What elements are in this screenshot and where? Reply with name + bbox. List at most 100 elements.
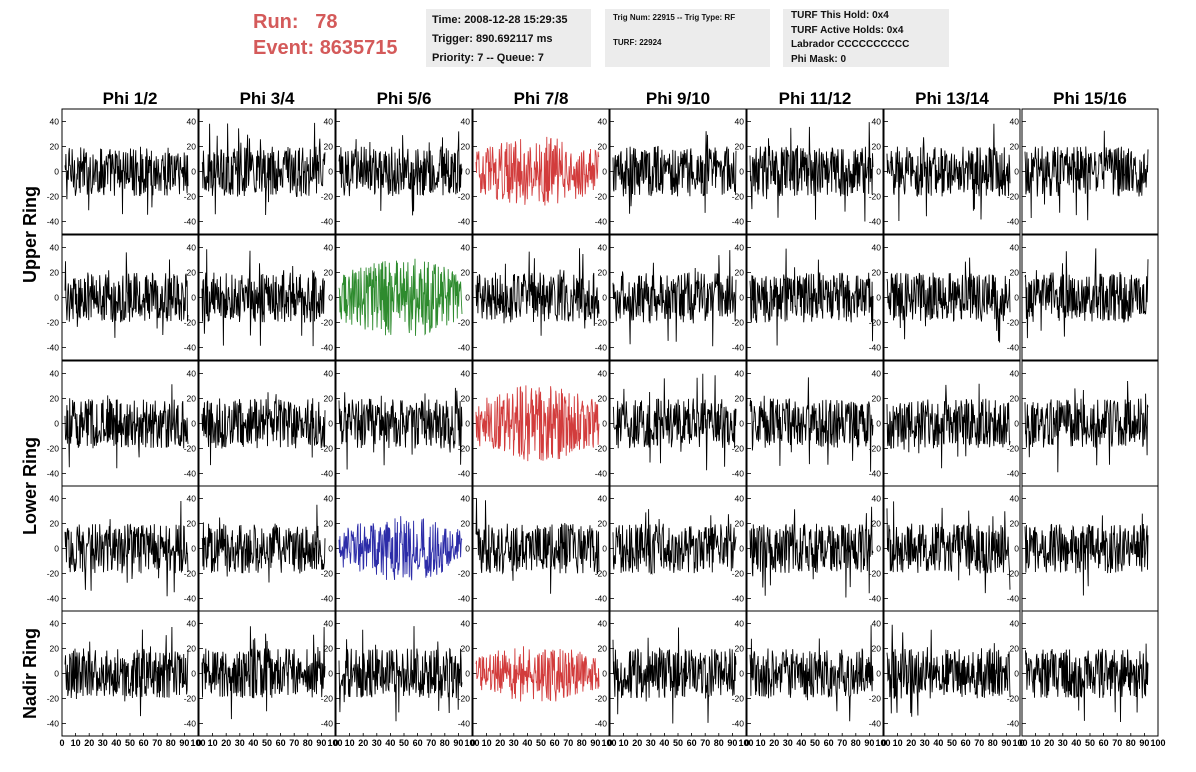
y-tick-label: 20 [735,519,745,529]
column-header: Phi 13/14 [915,89,989,108]
waveform-trace [886,123,1011,222]
y-tick-label: -40 [595,594,608,604]
y-tick-label: 40 [50,494,60,504]
y-tick-label: 40 [872,619,882,629]
y-tick-label: -20 [458,444,471,454]
x-tick-label: 30 [920,738,930,748]
x-tick-label: 50 [536,738,546,748]
y-tick-label: 0 [465,419,470,429]
ring-label: Upper Ring [20,186,40,283]
x-tick-label: 100 [1012,738,1027,748]
x-tick-label: 90 [179,738,189,748]
y-tick-label: 0 [1014,293,1019,303]
x-tick-label: 50 [399,738,409,748]
x-tick-label: 30 [1058,738,1068,748]
y-tick-label: -20 [869,192,882,202]
y-tick-label: 0 [465,167,470,177]
x-tick-label: 70 [837,738,847,748]
x-tick-label: 80 [577,738,587,748]
y-tick-label: 40 [324,243,334,253]
y-tick-label: -40 [869,469,882,479]
y-tick-label: -20 [732,444,745,454]
run-event-header: Run: 78 Event: 8635715 [253,9,398,61]
x-tick-label: 10 [71,738,81,748]
y-tick-label: 0 [191,167,196,177]
y-tick-label: 40 [598,243,608,253]
y-tick-label: -20 [595,444,608,454]
x-tick-label: 70 [289,738,299,748]
x-tick-label: 60 [550,738,560,748]
turf-active-holds-text: TURF Active Holds: 0x4 [791,24,904,36]
waveform-trace [749,625,874,722]
y-tick-label: 20 [187,394,197,404]
x-tick-label: 50 [125,738,135,748]
priority-text: Priority: 7 -- Queue: 7 [432,52,544,64]
y-tick-label: 40 [50,369,60,379]
time-info-box: Time: 2008-12-28 15:29:35 Trigger: 890.6… [426,9,591,67]
y-tick-label: 0 [191,544,196,554]
y-tick-label: 0 [602,167,607,177]
y-tick-label: -40 [732,594,745,604]
y-tick-label: 20 [461,142,471,152]
y-tick-label: 40 [735,243,745,253]
y-tick-label: 20 [187,644,197,654]
x-tick-label: 0 [59,738,64,748]
y-tick-label: 20 [50,394,60,404]
x-tick-label: 10 [345,738,355,748]
x-tick-label: 20 [769,738,779,748]
y-tick-label: 0 [739,669,744,679]
y-tick-label: 40 [461,494,471,504]
x-tick-label: 10 [482,738,492,748]
waveform-trace [64,252,189,338]
y-tick-label: -40 [732,469,745,479]
y-tick-label: -40 [321,217,334,227]
waveform-trace [749,248,874,346]
run-value: 78 [315,11,338,33]
y-tick-label: 0 [54,419,59,429]
y-tick-label: 40 [324,619,334,629]
y-tick-label: 20 [735,394,745,404]
waveform-trace [1024,248,1149,339]
y-tick-label: -20 [869,444,882,454]
y-tick-label: -40 [595,469,608,479]
y-tick-label: -20 [1007,318,1020,328]
x-tick-label: 100 [875,738,890,748]
y-tick-label: 20 [1010,142,1020,152]
column-header: Phi 9/10 [646,89,710,108]
x-tick-label: 70 [426,738,436,748]
y-tick-label: -40 [732,719,745,729]
x-tick-label: 90 [453,738,463,748]
y-tick-label: -40 [869,217,882,227]
x-tick-label: 70 [700,738,710,748]
y-tick-label: -40 [47,217,60,227]
x-tick-label: 20 [358,738,368,748]
x-tick-label: 10 [619,738,629,748]
x-tick-label: 90 [316,738,326,748]
waveform-trace [201,626,326,720]
x-tick-label: 100 [327,738,342,748]
x-tick-label: 60 [687,738,697,748]
y-tick-label: 40 [461,117,471,127]
waveform-trace [201,392,326,466]
y-tick-label: 40 [461,369,471,379]
waveform-trace [886,383,1011,469]
column-header: Phi 11/12 [779,89,852,108]
event-value: 8635715 [319,37,398,59]
y-tick-label: -20 [47,444,60,454]
x-tick-label: 100 [601,738,616,748]
y-tick-label: -40 [184,719,197,729]
y-tick-label: 20 [1010,268,1020,278]
y-tick-label: 0 [876,669,881,679]
x-tick-label: 90 [864,738,874,748]
y-tick-label: -20 [458,569,471,579]
y-tick-label: -20 [321,444,334,454]
x-tick-label: 30 [98,738,108,748]
y-tick-label: 40 [735,494,745,504]
y-tick-label: -20 [184,444,197,454]
y-tick-label: -20 [732,569,745,579]
x-tick-label: 20 [84,738,94,748]
y-tick-label: -20 [47,569,60,579]
ring-label: Lower Ring [20,437,40,535]
waveform-trace [886,624,1011,717]
waveform-trace [1024,380,1149,473]
